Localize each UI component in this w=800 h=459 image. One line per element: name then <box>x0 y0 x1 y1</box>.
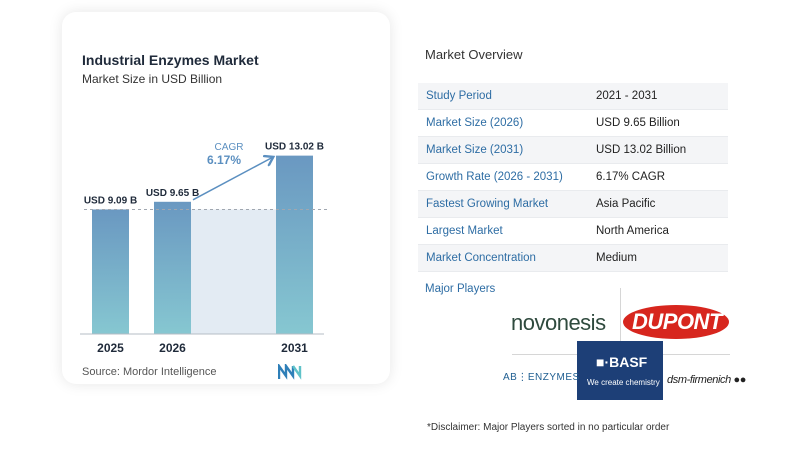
logo-divider <box>620 288 621 343</box>
overview-label: Growth Rate (2026 - 2031) <box>426 171 563 183</box>
cagr-value: 6.17% <box>207 153 241 167</box>
novonesis-logo: novonesis <box>511 310 606 335</box>
overview-row: Largest Market North America <box>418 218 728 245</box>
overview-value: USD 9.65 Billion <box>596 117 680 129</box>
overview-row: Market Size (2026) USD 9.65 Billion <box>418 110 728 137</box>
disclaimer: *Disclaimer: Major Players sorted in no … <box>427 422 670 433</box>
overview-value: USD 13.02 Billion <box>596 144 687 156</box>
bar-chart: USD 9.09 B USD 9.65 B USD 13.02 B 2025 2026 2… <box>80 142 328 355</box>
overview-label: Market Concentration <box>426 252 536 264</box>
dsm-firmenich-logo: dsm-firmenich ●● <box>667 374 747 386</box>
bar-2026 <box>154 201 191 334</box>
data-label-2026: USD 9.65 B <box>146 188 199 199</box>
bar-2031 <box>276 155 313 334</box>
cagr-arrow <box>192 158 272 201</box>
bar-2025 <box>92 209 129 334</box>
mordor-intelligence-logo-icon <box>278 364 302 380</box>
overview-row: Fastest Growing Market Asia Pacific <box>418 191 728 218</box>
overview-value: 6.17% CAGR <box>596 171 666 183</box>
overview-value: North America <box>596 225 669 237</box>
overview-row: Market Concentration Medium <box>418 245 728 272</box>
x-tick-2031: 2031 <box>281 341 308 355</box>
chart-title: Industrial Enzymes Market <box>82 52 259 68</box>
x-tick-2025: 2025 <box>97 341 124 355</box>
x-tick-2026: 2026 <box>159 341 186 355</box>
data-label-2031: USD 13.02 B <box>265 142 324 153</box>
basf-logo-box <box>577 341 663 400</box>
cagr-band <box>191 209 276 334</box>
dupont-oval-icon <box>623 305 729 339</box>
chart-source: Source: Mordor Intelligence <box>82 366 217 378</box>
data-label-2025: USD 9.09 B <box>84 195 137 206</box>
cagr-label: CAGR <box>215 142 244 153</box>
overview-title: Market Overview <box>425 47 523 62</box>
overview-row: Market Size (2031) USD 13.02 Billion <box>418 137 728 164</box>
overview-label: Largest Market <box>426 225 503 237</box>
overview-label: Study Period <box>426 90 492 102</box>
overview-value: 2021 - 2031 <box>596 90 658 102</box>
overview-value: Medium <box>596 252 637 264</box>
overview-row: Growth Rate (2026 - 2031) 6.17% CAGR <box>418 164 728 191</box>
overview-label: Market Size (2026) <box>426 117 524 129</box>
overview-value: Asia Pacific <box>596 198 656 210</box>
basf-logo: ■·BASF <box>596 354 648 370</box>
ab-enzymes-logo: AB⋮ENZYMES <box>503 372 580 383</box>
major-players-title: Major Players <box>425 283 496 295</box>
chart-subtitle: Market Size in USD Billion <box>82 72 223 86</box>
overview-row: Study Period 2021 - 2031 <box>418 83 728 110</box>
overview-label: Market Size (2031) <box>426 144 524 156</box>
overview-table: Study Period 2021 - 2031 Market Size (20… <box>418 83 728 272</box>
dupont-logo: DUPONT <box>632 309 722 334</box>
chart-card: Industrial Enzymes Market Market Size in… <box>62 12 390 384</box>
overview-label: Fastest Growing Market <box>426 198 549 210</box>
basf-tagline: We create chemistry <box>587 378 660 387</box>
